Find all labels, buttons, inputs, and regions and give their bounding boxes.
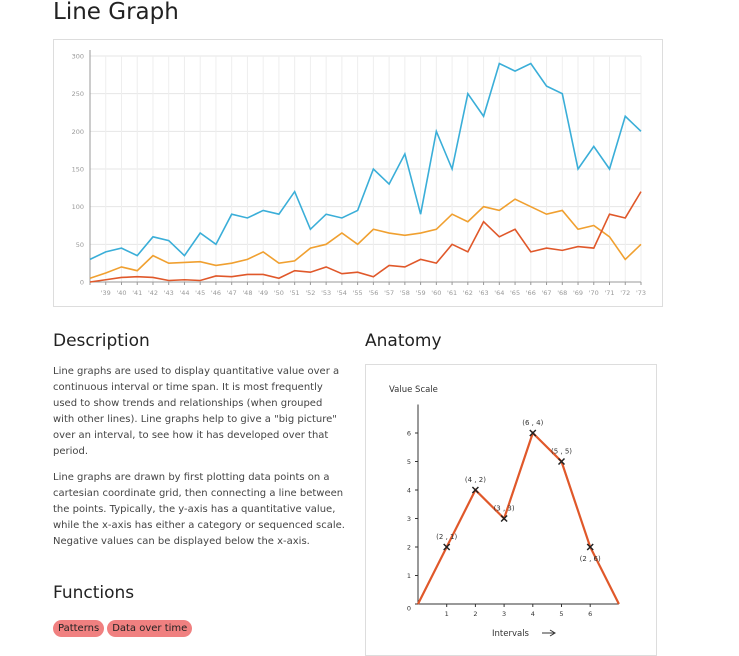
tag[interactable]: Patterns bbox=[53, 620, 105, 637]
y-tick-label: 200 bbox=[72, 128, 84, 136]
description: Line graphs are used to display quantita… bbox=[53, 364, 345, 560]
line bbox=[89, 198, 642, 279]
y-tick-label: 3 bbox=[407, 515, 411, 523]
point-marker bbox=[500, 514, 508, 523]
section-heading: Description bbox=[53, 331, 150, 351]
x-tick-label: '73 bbox=[636, 289, 646, 297]
tag[interactable]: Data over time bbox=[107, 620, 193, 637]
x-tick-label: 1 bbox=[445, 610, 449, 618]
anatomy-box: Value Scale Intervals 0 1 2 3 4 5 6 1 2 3 4 5 6 (2 , 1)… bbox=[365, 364, 657, 656]
tags: Patterns Data over time bbox=[53, 616, 195, 637]
arrow-head bbox=[549, 629, 556, 637]
paragraph: Line graphs are drawn by first plotting … bbox=[53, 472, 345, 547]
point-marker bbox=[443, 543, 451, 551]
x-tick-label: '59 bbox=[416, 289, 426, 297]
y-tick-label: 5 bbox=[407, 458, 411, 466]
y-tick-label: 6 bbox=[407, 430, 411, 438]
page-title: Line Graph bbox=[53, 0, 179, 25]
x-tick-label: '58 bbox=[400, 289, 410, 297]
x-tick-label: '42 bbox=[148, 289, 158, 297]
x-tick-label: '39 bbox=[101, 289, 111, 297]
y-tick-label: 0 bbox=[407, 605, 411, 613]
x-tick-label: '63 bbox=[479, 289, 489, 297]
x-tick-label: '46 bbox=[211, 289, 221, 297]
x-tick-label: '71 bbox=[604, 289, 614, 297]
x-tick-label: '41 bbox=[132, 289, 142, 297]
x-tick-label: '57 bbox=[384, 289, 394, 297]
x-tick-label: '51 bbox=[290, 289, 300, 297]
x-tick-label: '50 bbox=[274, 289, 284, 297]
point-marker bbox=[557, 457, 566, 466]
chart: 0 50 100 150 200 250 300 '39 '40 '41 '42 '43 '44 '45 '… bbox=[72, 50, 646, 297]
x-tick-label: '64 bbox=[494, 289, 504, 297]
x-tick-label: '66 bbox=[526, 289, 536, 297]
point-label: (3 , 3) bbox=[494, 505, 515, 513]
chart-box: 0 50 100 150 200 250 300 '39 '40 '41 '42 '43 '44 '45 '… bbox=[53, 39, 663, 307]
x-tick-label: '54 bbox=[337, 289, 347, 297]
x-tick-label: '49 bbox=[258, 289, 268, 297]
y-tick-label: 0 bbox=[80, 279, 84, 287]
point-label: (5 , 5) bbox=[551, 448, 572, 456]
x-tick-label: 3 bbox=[502, 610, 506, 618]
x-tick-label: 5 bbox=[559, 610, 563, 618]
x-tick-label: '68 bbox=[557, 289, 567, 297]
section-heading: Functions bbox=[53, 583, 135, 603]
x-tick-label: '67 bbox=[542, 289, 552, 297]
x-tick-label: '61 bbox=[447, 289, 457, 297]
x-tick-label: '55 bbox=[353, 289, 363, 297]
point-label: (2 , 1) bbox=[436, 533, 457, 541]
y-axis-label: Value Scale bbox=[389, 385, 438, 395]
x-tick-label: '52 bbox=[305, 289, 315, 297]
x-tick-label: '47 bbox=[227, 289, 237, 297]
y-tick-label: 150 bbox=[72, 166, 84, 174]
point-marker bbox=[529, 429, 537, 437]
point-marker bbox=[471, 486, 479, 494]
x-tick-label: '60 bbox=[431, 289, 441, 297]
y-tick-label: 300 bbox=[72, 53, 84, 61]
x-tick-label: '70 bbox=[589, 289, 599, 297]
x-tick-label: '69 bbox=[573, 289, 583, 297]
x-tick-label: '62 bbox=[463, 289, 473, 297]
y-tick-label: 250 bbox=[72, 90, 84, 98]
line bbox=[89, 191, 642, 283]
x-tick-label: '56 bbox=[368, 289, 378, 297]
x-axis-label: Intervals bbox=[492, 629, 530, 639]
point-label: (4 , 2) bbox=[465, 476, 486, 484]
diagram: Value Scale Intervals 0 1 2 3 4 5 6 1 2 3 4 5 6 (2 , 1)… bbox=[389, 385, 620, 639]
x-tick-label: '72 bbox=[620, 289, 630, 297]
y-tick-label: 50 bbox=[76, 241, 84, 249]
y-tick-label: 100 bbox=[72, 203, 84, 211]
x-tick-label: '44 bbox=[179, 289, 189, 297]
y-tick-label: 1 bbox=[407, 572, 411, 580]
x-tick-label: '43 bbox=[164, 289, 174, 297]
x-tick-label: 4 bbox=[531, 610, 535, 618]
paragraph: Line graphs are used to display quantita… bbox=[53, 366, 340, 457]
x-tick-label: 6 bbox=[588, 610, 592, 618]
x-tick-label: '45 bbox=[195, 289, 205, 297]
line bbox=[89, 62, 642, 261]
line bbox=[417, 430, 620, 605]
y-tick-label: 4 bbox=[407, 487, 411, 495]
y-tick-label: 2 bbox=[407, 544, 411, 552]
x-tick-label: '53 bbox=[321, 289, 331, 297]
section-heading: Anatomy bbox=[365, 331, 442, 351]
x-tick-label: '48 bbox=[242, 289, 252, 297]
point-label: (6 , 4) bbox=[522, 419, 543, 427]
point-marker bbox=[586, 543, 594, 551]
x-tick-label: 2 bbox=[473, 610, 477, 618]
x-tick-label: '40 bbox=[116, 289, 126, 297]
point-label: (2 , 6) bbox=[580, 555, 601, 563]
x-tick-label: '65 bbox=[510, 289, 520, 297]
